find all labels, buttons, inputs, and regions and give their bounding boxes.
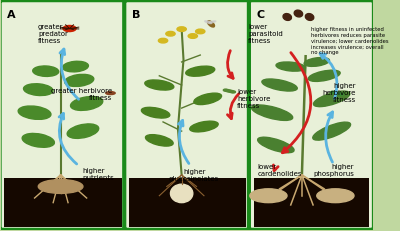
Ellipse shape (65, 75, 94, 87)
Ellipse shape (188, 35, 198, 39)
Ellipse shape (223, 90, 228, 92)
FancyBboxPatch shape (249, 1, 374, 230)
Ellipse shape (33, 67, 59, 77)
Ellipse shape (196, 30, 205, 35)
Ellipse shape (231, 91, 236, 94)
Ellipse shape (145, 81, 174, 91)
Ellipse shape (22, 134, 54, 148)
Ellipse shape (335, 93, 339, 95)
Text: greater herbivore
fitness: greater herbivore fitness (51, 87, 112, 100)
Ellipse shape (158, 39, 168, 44)
Ellipse shape (166, 32, 175, 37)
Ellipse shape (258, 138, 294, 153)
Ellipse shape (38, 180, 83, 194)
Text: C: C (256, 10, 264, 20)
Ellipse shape (276, 63, 306, 72)
Ellipse shape (314, 92, 350, 107)
Text: A: A (7, 10, 16, 20)
Ellipse shape (225, 90, 230, 92)
Text: B: B (132, 10, 140, 20)
Ellipse shape (24, 84, 53, 96)
Ellipse shape (333, 92, 337, 94)
Ellipse shape (294, 11, 303, 18)
Ellipse shape (262, 80, 297, 92)
Ellipse shape (170, 184, 193, 203)
Ellipse shape (194, 94, 222, 105)
Bar (4, 179, 122, 227)
Ellipse shape (141, 108, 170, 119)
Bar (254, 179, 369, 227)
Ellipse shape (229, 91, 234, 93)
Ellipse shape (313, 123, 350, 140)
Ellipse shape (18, 106, 51, 120)
Ellipse shape (177, 28, 186, 32)
Ellipse shape (283, 15, 292, 21)
Ellipse shape (63, 26, 76, 32)
Ellipse shape (250, 189, 287, 203)
Ellipse shape (305, 15, 314, 21)
Ellipse shape (70, 97, 103, 111)
Text: higher
nutrients: higher nutrients (82, 167, 114, 180)
Ellipse shape (337, 93, 342, 95)
Text: higher
glucosinolates: higher glucosinolates (169, 169, 219, 182)
Ellipse shape (146, 135, 173, 146)
Ellipse shape (210, 22, 216, 24)
Ellipse shape (304, 58, 330, 67)
Text: lower
parasitoid
fitness: lower parasitoid fitness (248, 24, 283, 44)
Ellipse shape (62, 62, 88, 73)
Ellipse shape (67, 124, 99, 139)
Text: greater
predator
fitness: greater predator fitness (38, 24, 68, 44)
Text: lower
cardenolides: lower cardenolides (258, 163, 302, 176)
Ellipse shape (330, 92, 335, 94)
Ellipse shape (205, 22, 212, 24)
Ellipse shape (106, 92, 115, 95)
Ellipse shape (308, 71, 340, 82)
Ellipse shape (317, 189, 354, 203)
Ellipse shape (186, 67, 215, 77)
Ellipse shape (208, 22, 214, 28)
Ellipse shape (190, 122, 218, 132)
Ellipse shape (227, 91, 232, 93)
FancyBboxPatch shape (0, 1, 126, 230)
Text: higher fitness in uninfected
herbivores reduces parasite
virulence; lower carden: higher fitness in uninfected herbivores … (312, 27, 389, 55)
FancyBboxPatch shape (124, 1, 251, 230)
Text: higher
phosphorus: higher phosphorus (313, 163, 354, 176)
Text: lower
herbivore
fitness: lower herbivore fitness (237, 88, 270, 108)
Ellipse shape (252, 106, 293, 121)
Ellipse shape (339, 94, 344, 96)
Bar (129, 179, 246, 227)
Text: higher
herbivore
fitness: higher herbivore fitness (323, 82, 356, 103)
